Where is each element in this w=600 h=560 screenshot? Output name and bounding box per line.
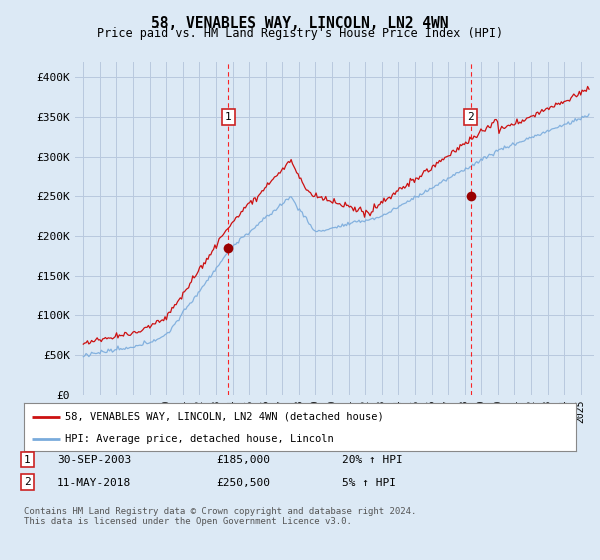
Text: Contains HM Land Registry data © Crown copyright and database right 2024.
This d: Contains HM Land Registry data © Crown c… xyxy=(24,507,416,526)
Text: 58, VENABLES WAY, LINCOLN, LN2 4WN (detached house): 58, VENABLES WAY, LINCOLN, LN2 4WN (deta… xyxy=(65,412,384,422)
Text: 20% ↑ HPI: 20% ↑ HPI xyxy=(342,455,403,465)
Text: Price paid vs. HM Land Registry's House Price Index (HPI): Price paid vs. HM Land Registry's House … xyxy=(97,27,503,40)
Text: 58, VENABLES WAY, LINCOLN, LN2 4WN: 58, VENABLES WAY, LINCOLN, LN2 4WN xyxy=(151,16,449,31)
Text: 1: 1 xyxy=(225,112,232,122)
Text: 11-MAY-2018: 11-MAY-2018 xyxy=(57,478,131,488)
Text: 30-SEP-2003: 30-SEP-2003 xyxy=(57,455,131,465)
Text: 2: 2 xyxy=(467,112,474,122)
Text: 5% ↑ HPI: 5% ↑ HPI xyxy=(342,478,396,488)
Text: 2: 2 xyxy=(24,477,31,487)
Text: £185,000: £185,000 xyxy=(216,455,270,465)
Text: 1: 1 xyxy=(24,455,31,465)
Text: £250,500: £250,500 xyxy=(216,478,270,488)
Text: HPI: Average price, detached house, Lincoln: HPI: Average price, detached house, Linc… xyxy=(65,434,334,444)
